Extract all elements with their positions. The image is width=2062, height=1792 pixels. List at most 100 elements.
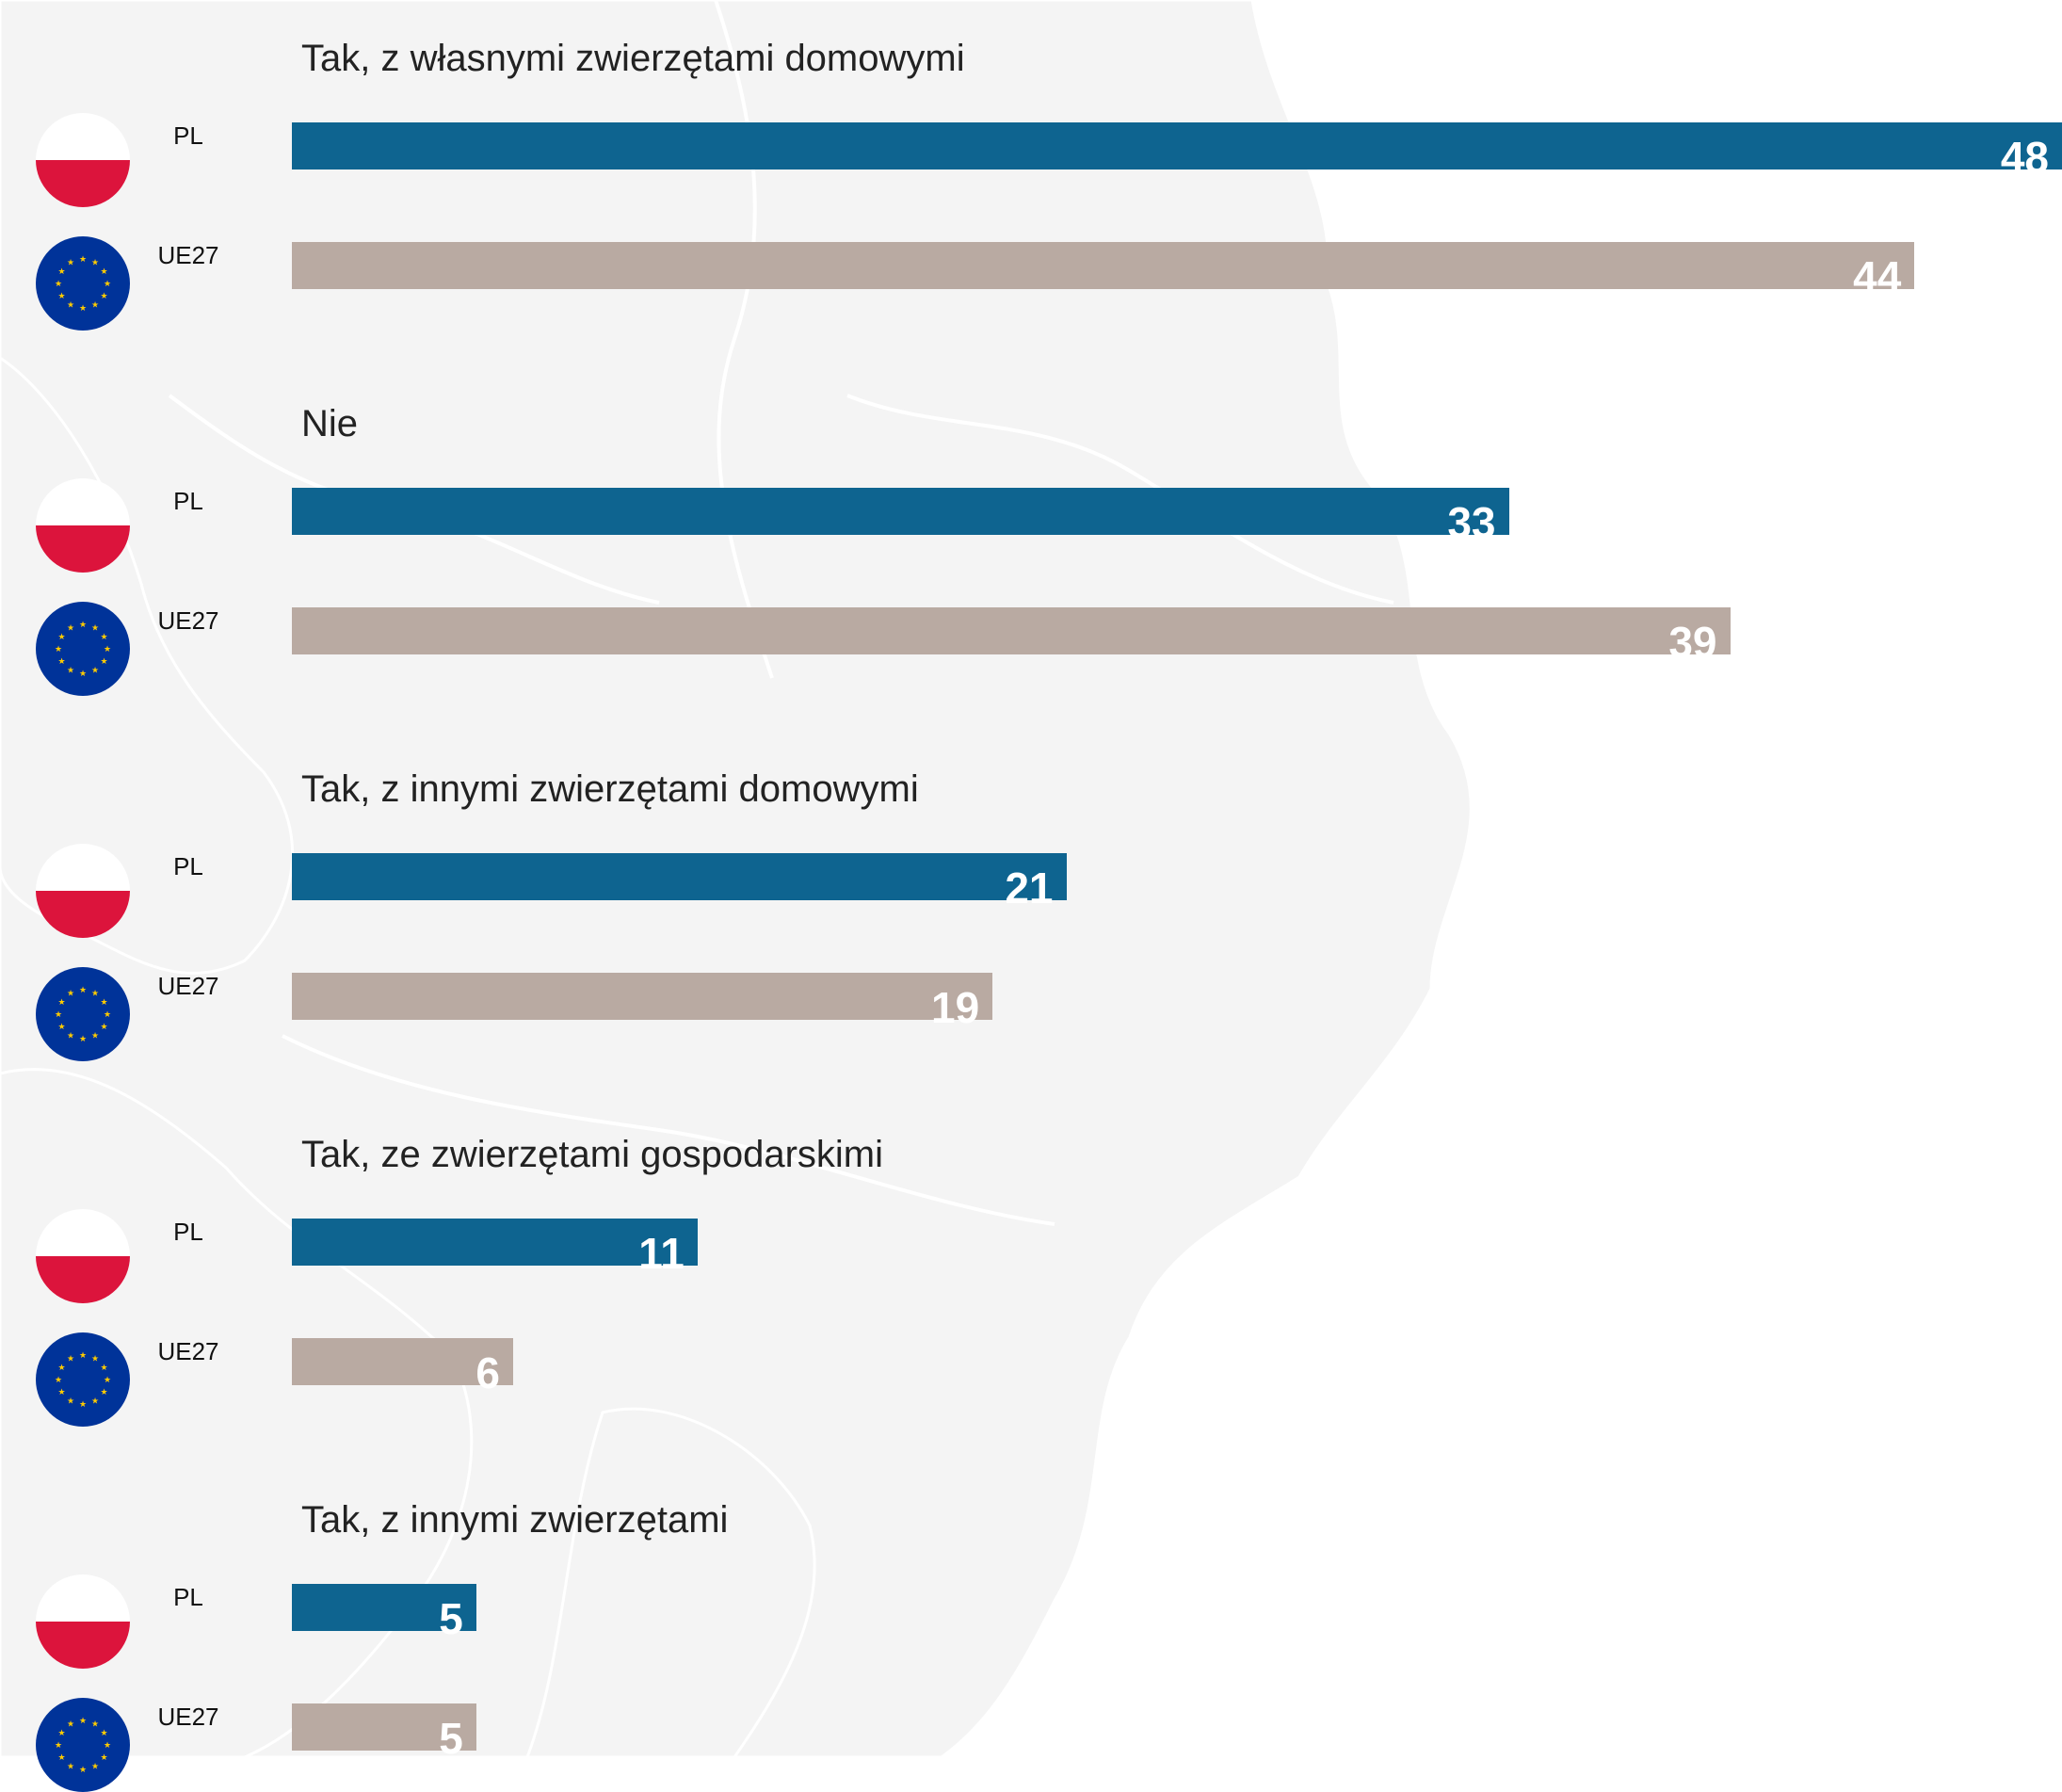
pl-flag-icon: [36, 1209, 130, 1303]
eu-flag-icon: ★ ★★★★★★★★★★★: [36, 967, 130, 1061]
svg-text:★: ★: [55, 1375, 62, 1384]
svg-text:★: ★: [79, 620, 87, 629]
bar-value-label: 21: [1005, 864, 1054, 912]
svg-text:★: ★: [91, 1031, 99, 1041]
bar-value-label: 39: [1668, 618, 1717, 667]
svg-text:★: ★: [91, 258, 99, 267]
pl-flag-icon: [36, 113, 130, 207]
svg-text:★: ★: [57, 632, 65, 641]
svg-text:★: ★: [100, 266, 107, 276]
group-title: Tak, z innymi zwierzętami: [301, 1499, 729, 1541]
bar-ue27: 5: [292, 1703, 476, 1760]
svg-text:★: ★: [91, 989, 99, 998]
svg-text:★: ★: [57, 1363, 65, 1372]
svg-text:★: ★: [57, 1022, 65, 1031]
row-label-ue27: UE27: [157, 1337, 219, 1365]
row-label-ue27: UE27: [157, 1703, 219, 1731]
svg-text:★: ★: [100, 1752, 107, 1762]
svg-text:★: ★: [104, 1375, 111, 1384]
svg-text:★: ★: [79, 1399, 87, 1409]
svg-text:★: ★: [91, 1354, 99, 1364]
bar-pl: 33: [292, 488, 1509, 544]
row-label-ue27: UE27: [157, 972, 219, 1000]
svg-text:★: ★: [104, 1009, 111, 1019]
bar-ue27: 44: [292, 242, 1915, 299]
bar-pl: 5: [292, 1584, 476, 1640]
bar-pl: 11: [292, 1219, 698, 1275]
svg-text:★: ★: [55, 279, 62, 288]
row-label-pl: PL: [173, 1583, 203, 1611]
svg-text:★: ★: [79, 1350, 87, 1360]
bar-value-label: 11: [638, 1229, 685, 1278]
group-title: Tak, ze zwierzętami gospodarskimi: [301, 1134, 883, 1175]
svg-text:★: ★: [57, 266, 65, 276]
svg-text:★: ★: [100, 291, 107, 300]
row-label-ue27: UE27: [157, 241, 219, 269]
svg-text:★: ★: [79, 1034, 87, 1043]
pl-flag-icon: [36, 844, 130, 938]
svg-text:★: ★: [67, 623, 74, 633]
row-label-pl: PL: [173, 121, 203, 150]
bar-value-label: 6: [475, 1348, 500, 1397]
svg-text:★: ★: [79, 985, 87, 994]
svg-text:★: ★: [91, 1762, 99, 1771]
svg-text:★: ★: [79, 1716, 87, 1725]
bar-value-label: 19: [930, 983, 980, 1032]
eu-flag-icon: ★ ★★★★★★★★★★★: [36, 1698, 130, 1792]
row-label-pl: PL: [173, 1218, 203, 1246]
group-title: Tak, z własnymi zwierzętami domowymi: [301, 38, 965, 79]
svg-text:★: ★: [67, 1031, 74, 1041]
row-label-ue27: UE27: [157, 606, 219, 635]
svg-text:★: ★: [55, 644, 62, 654]
bar-pl: 48: [292, 122, 2062, 179]
svg-text:★: ★: [91, 1396, 99, 1406]
svg-text:★: ★: [100, 1022, 107, 1031]
svg-text:★: ★: [100, 1387, 107, 1396]
group-title: Nie: [301, 403, 359, 444]
svg-text:★: ★: [67, 258, 74, 267]
group-title: Tak, z innymi zwierzętami domowymi: [301, 768, 919, 810]
svg-text:★: ★: [91, 1719, 99, 1729]
svg-text:★: ★: [67, 300, 74, 310]
bar-ue27: 6: [292, 1338, 513, 1395]
svg-text:★: ★: [104, 1740, 111, 1750]
row-label-pl: PL: [173, 852, 203, 880]
svg-text:★: ★: [67, 1354, 74, 1364]
svg-text:★: ★: [91, 623, 99, 633]
svg-text:★: ★: [100, 1363, 107, 1372]
bar-value-label: 5: [439, 1714, 463, 1763]
svg-text:★: ★: [57, 1752, 65, 1762]
svg-text:★: ★: [67, 1719, 74, 1729]
svg-text:★: ★: [79, 254, 87, 264]
svg-text:★: ★: [100, 656, 107, 666]
bar-value-label: 33: [1447, 498, 1496, 547]
svg-text:★: ★: [55, 1009, 62, 1019]
pl-flag-icon: [36, 1574, 130, 1669]
svg-text:★: ★: [79, 1765, 87, 1774]
eu-flag-icon: ★ ★★★★★★★★★★★: [36, 236, 130, 331]
svg-text:★: ★: [57, 997, 65, 1007]
svg-text:★: ★: [79, 303, 87, 313]
svg-text:★: ★: [67, 666, 74, 675]
svg-text:★: ★: [100, 997, 107, 1007]
svg-text:★: ★: [67, 1762, 74, 1771]
eu-flag-icon: ★ ★★★★★★★★★★★: [36, 1332, 130, 1427]
svg-text:★: ★: [91, 666, 99, 675]
bar-value-label: 44: [1853, 252, 1902, 301]
bar-pl: 21: [292, 853, 1067, 910]
svg-text:★: ★: [57, 1728, 65, 1737]
svg-text:★: ★: [91, 300, 99, 310]
svg-text:★: ★: [67, 1396, 74, 1406]
svg-text:★: ★: [79, 669, 87, 678]
svg-text:★: ★: [55, 1740, 62, 1750]
svg-text:★: ★: [57, 291, 65, 300]
bar-value-label: 5: [439, 1594, 463, 1643]
row-label-pl: PL: [173, 487, 203, 515]
svg-text:★: ★: [104, 644, 111, 654]
svg-text:★: ★: [57, 1387, 65, 1396]
svg-text:★: ★: [57, 656, 65, 666]
bar-ue27: 39: [292, 607, 1731, 664]
svg-text:★: ★: [100, 1728, 107, 1737]
svg-text:★: ★: [100, 632, 107, 641]
